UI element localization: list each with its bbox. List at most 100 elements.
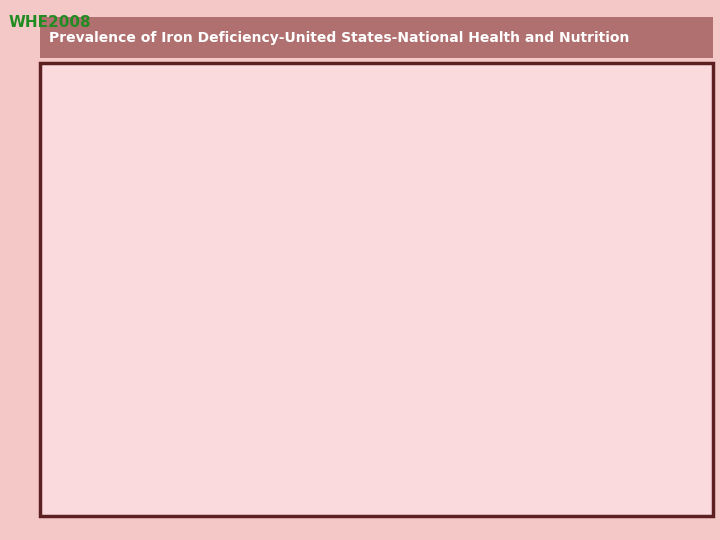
Text: 547: 547	[463, 236, 484, 246]
Text: 2: 2	[558, 252, 565, 262]
Text: (2 -  4): (2 - 4)	[381, 170, 418, 180]
Text: 12-15: 12-15	[60, 334, 99, 345]
Text: 1,437: 1,437	[210, 269, 242, 279]
Text: (10-13): (10-13)	[379, 367, 420, 377]
Text: WHE2008: WHE2008	[9, 15, 91, 30]
Text: 498: 498	[462, 416, 484, 427]
Text: 5: 5	[315, 449, 323, 459]
Text: (2-8): (2-8)	[635, 236, 662, 246]
Text: (6 - 11): (6 - 11)	[379, 154, 420, 164]
Text: 2,021: 2,021	[210, 416, 242, 427]
Text: 9: 9	[315, 154, 323, 164]
Text: ≥70: ≥70	[60, 465, 84, 476]
Text: (10-14): (10-14)	[629, 318, 670, 328]
Text: 3: 3	[315, 170, 323, 180]
Text: White, non-Hispanic: White, non-Hispanic	[60, 400, 172, 410]
Text: 3: 3	[558, 269, 564, 279]
Text: 3-5: 3-5	[60, 170, 85, 180]
Text: 611: 611	[463, 449, 484, 459]
Text: (5-8): (5-8)	[387, 465, 413, 476]
Text: 20-49: 20-49	[60, 367, 99, 377]
Text: 949: 949	[462, 367, 484, 377]
Text: 5: 5	[558, 170, 564, 180]
Text: Males: Males	[60, 219, 97, 230]
Text: No.: No.	[464, 118, 484, 131]
Text: (14-24): (14-24)	[629, 416, 670, 427]
Text: (10-22): (10-22)	[629, 351, 670, 361]
Text: 1,630: 1,630	[210, 465, 242, 476]
Text: 6,635: 6,635	[210, 252, 242, 262]
Text: 1,827: 1,827	[210, 400, 242, 410]
Text: 10: 10	[554, 400, 568, 410]
Text: (1-3): (1-3)	[636, 252, 662, 262]
Text: 1: 1	[315, 236, 323, 246]
Text: 319: 319	[463, 154, 484, 164]
Text: 50-69: 50-69	[60, 449, 92, 459]
Text: 1: 1	[315, 252, 323, 262]
Text: (17-27): (17-27)	[629, 433, 670, 443]
Text: 5,982: 5,982	[210, 318, 242, 328]
Text: 394: 394	[463, 465, 484, 476]
Text: %: %	[556, 118, 567, 131]
Text: (7-9): (7-9)	[386, 400, 413, 410]
Text: (4 - 9): (4 - 9)	[632, 465, 666, 476]
Text: (5 - 12): (5 - 12)	[629, 449, 670, 459]
Text: 16: 16	[554, 351, 568, 361]
Text: 1,950: 1,950	[452, 318, 484, 328]
Text: (13-17): (13-17)	[379, 416, 420, 427]
Text: 6-11: 6-11	[60, 187, 91, 197]
Text: 11: 11	[312, 367, 326, 377]
Text: ≥70: ≥70	[60, 269, 90, 279]
Text: 12-49: 12-49	[60, 318, 99, 328]
Text: 1988-1994: 1988-1994	[230, 92, 300, 106]
Text: 22: 22	[554, 433, 569, 443]
Text: 9: 9	[558, 449, 565, 459]
Text: Both sexes: Both sexes	[60, 137, 130, 147]
Text: 882: 882	[462, 187, 484, 197]
Text: (17-21): (17-21)	[379, 433, 420, 443]
Text: 700: 700	[220, 351, 242, 361]
Text: 2,334: 2,334	[210, 170, 242, 180]
Text: (10-12): (10-12)	[379, 318, 420, 328]
Text: 2,034: 2,034	[210, 449, 242, 459]
Text: Mexican American: Mexican American	[60, 433, 163, 443]
Text: (2 - 7): (2 - 7)	[632, 170, 666, 180]
Text: ( 2  - 3): ( 2 - 3)	[379, 269, 420, 279]
Text: 12: 12	[554, 318, 568, 328]
Text: Prevalence of Iron Deficiency-United States-National Health and Nutrition: Prevalence of Iron Deficiency-United Sta…	[49, 31, 629, 45]
Text: 8: 8	[315, 400, 323, 410]
Text: (5 - 12): (5 - 12)	[629, 334, 670, 345]
Text: 4: 4	[558, 187, 565, 197]
Text: 9: 9	[315, 334, 323, 345]
Text: (2-7): (2-7)	[635, 269, 662, 279]
Text: 7: 7	[315, 465, 323, 476]
Text: 1999-2000: 1999-2000	[550, 92, 620, 106]
Text: (6-12): (6-12)	[383, 334, 417, 345]
Text: Sex/Age group (yrs): Sex/Age group (yrs)	[60, 118, 192, 131]
Text: %: %	[313, 118, 325, 131]
Text: 16-19: 16-19	[60, 351, 99, 361]
Text: 4,495: 4,495	[210, 367, 242, 377]
Text: 691: 691	[220, 236, 242, 246]
Text: (1 – 7): (1 – 7)	[631, 187, 667, 197]
Text: 466: 466	[463, 351, 484, 361]
Text: Females**: Females**	[60, 301, 125, 312]
Text: 4: 4	[315, 269, 323, 279]
Text: 1,845: 1,845	[210, 433, 242, 443]
Text: 535: 535	[463, 334, 484, 345]
Text: Black, non-Hispanic: Black, non-Hispanic	[60, 416, 169, 427]
Text: 12-15: 12-15	[60, 236, 99, 246]
Text: (10-16): (10-16)	[629, 367, 669, 377]
Text: (0.6 - 1): (0.6 - 1)	[377, 252, 422, 262]
Text: 19: 19	[554, 416, 568, 427]
Text: 6: 6	[558, 465, 564, 476]
Text: 5: 5	[558, 236, 564, 246]
Text: (7 - 13): (7 - 13)	[629, 400, 670, 410]
Text: 1,339: 1,339	[210, 154, 242, 164]
Text: 11: 11	[312, 351, 326, 361]
Text: 11: 11	[312, 318, 326, 328]
Text: 19: 19	[312, 433, 326, 443]
Text: 1-2: 1-2	[60, 154, 85, 164]
Text: (1 - 3): (1 - 3)	[383, 187, 417, 197]
Text: (4-7): (4-7)	[386, 449, 413, 459]
